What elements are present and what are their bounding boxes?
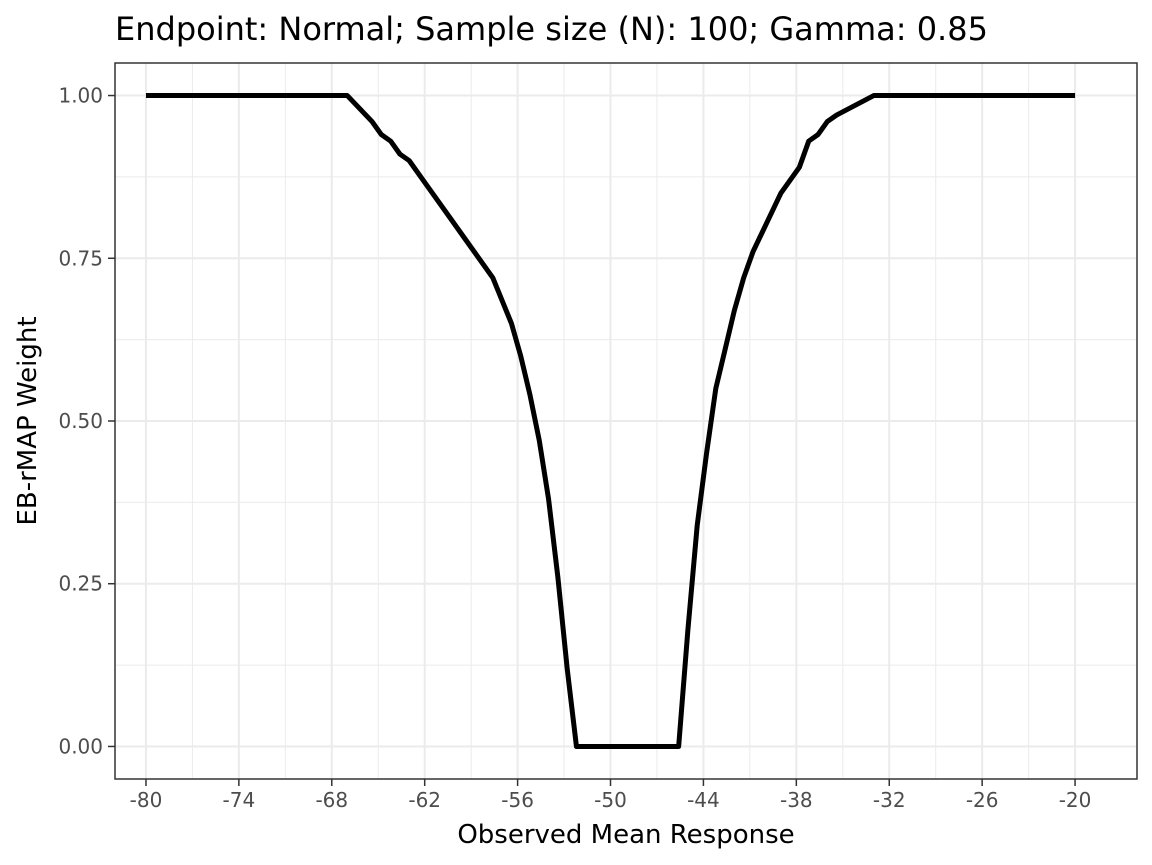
y-axis-title: EB-rMAP Weight <box>13 316 43 525</box>
x-tick-label: -68 <box>315 788 348 812</box>
x-tick-label: -26 <box>966 788 999 812</box>
y-tick-label: 0.50 <box>58 409 103 433</box>
y-tick-label: 1.00 <box>58 84 103 108</box>
x-axis: -80 -74 -68 -62 -56 -50 -44 -38 -32 -26 -20 <box>130 779 1092 812</box>
chart-title: Endpoint: Normal; Sample size (N): 100; … <box>115 10 988 48</box>
x-tick-label: -38 <box>780 788 813 812</box>
x-tick-label: -56 <box>501 788 534 812</box>
y-tick-label: 0.75 <box>58 246 103 270</box>
x-axis-title: Observed Mean Response <box>457 820 794 850</box>
x-tick-label: -20 <box>1059 788 1092 812</box>
x-tick-label: -62 <box>408 788 441 812</box>
y-tick-label: 0.25 <box>58 572 103 596</box>
grid <box>115 63 1137 779</box>
x-tick-label: -74 <box>223 788 256 812</box>
y-tick-label: 0.00 <box>58 734 103 758</box>
x-tick-label: -32 <box>873 788 906 812</box>
y-axis: 0.00 0.25 0.50 0.75 1.00 <box>58 84 115 758</box>
series-line <box>145 93 1076 749</box>
x-tick-label: -50 <box>594 788 627 812</box>
x-tick-label: -44 <box>687 788 720 812</box>
x-tick-label: -80 <box>130 788 163 812</box>
